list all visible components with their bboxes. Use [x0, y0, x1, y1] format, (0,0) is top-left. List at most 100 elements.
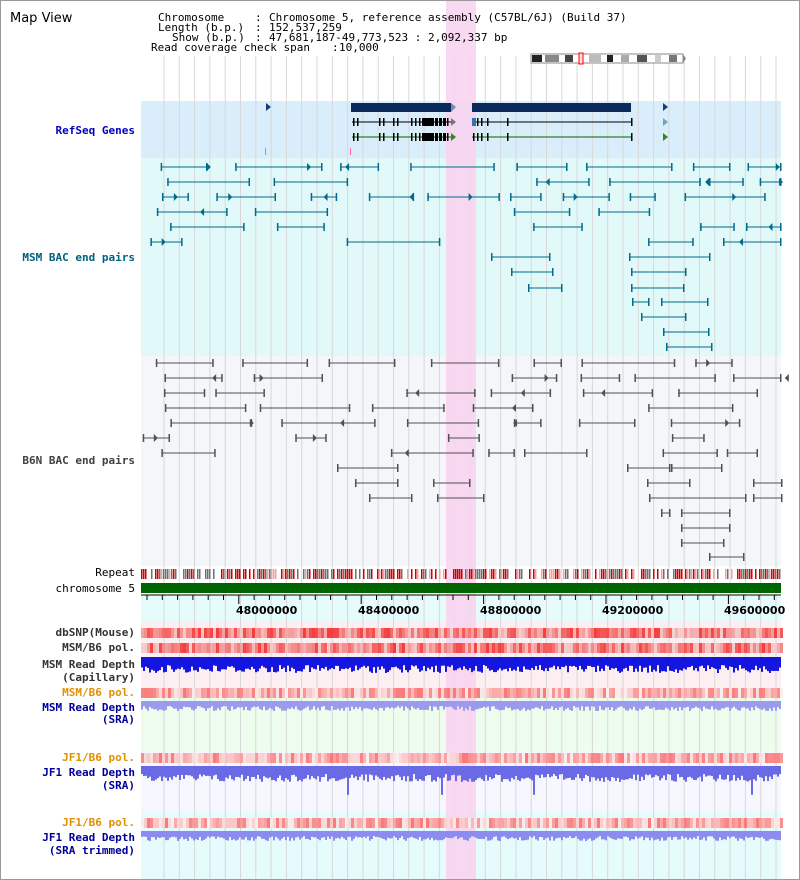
msm-pol-density: [480, 643, 483, 653]
track-label-dbsnp[interactable]: dbSNP(Mouse): [55, 626, 135, 639]
dbsnp-density: [189, 628, 192, 638]
msm-bac-pairs-track[interactable]: [1, 1, 799, 361]
jf1-sra-depth: [241, 766, 243, 775]
msm-sra-depth: [765, 701, 767, 711]
bac-end-mark: [729, 524, 731, 532]
track-label-jf1-b6-pol-2[interactable]: JF1/B6 pol.: [62, 816, 135, 829]
dbsnp-density: [363, 628, 366, 638]
msm-sra-depth: [245, 701, 247, 707]
track-label-msm-depth-sra[interactable]: MSM Read Depth: [42, 701, 135, 714]
jf1-trim-depth: [743, 831, 745, 841]
msm-capillary-depth: [261, 657, 263, 666]
jf1-pol-density: [678, 753, 681, 763]
msm-pol-density: [375, 643, 378, 653]
chromosome-ideogram[interactable]: [529, 52, 687, 66]
jf1-sra-depth: [173, 766, 175, 777]
track-label-jf1-b6-pol[interactable]: JF1/B6 pol.: [62, 751, 135, 764]
msm-capillary-depth: [667, 657, 669, 667]
msm-sra-pol-density: [396, 688, 399, 698]
bac-end-mark: [477, 419, 480, 427]
msm-pol-density: [675, 643, 678, 653]
jf1-pol-density: [240, 753, 243, 763]
b6n-bac-pairs-track[interactable]: [1, 1, 799, 571]
track-label-refseq[interactable]: RefSeq Genes: [55, 124, 135, 137]
msm-sra-depth: [461, 701, 463, 707]
msm-sra-depth: [153, 701, 155, 710]
msm-capillary-depth: [409, 657, 411, 671]
dbsnp-density: [300, 628, 303, 638]
track-label-chromosome[interactable]: chromosome 5: [55, 582, 135, 595]
track-label-msm-b6-pol-sra[interactable]: MSM/B6 pol.: [62, 686, 135, 699]
jf1-sra-depth: [379, 766, 381, 779]
gene-block: [351, 103, 451, 112]
track-label-jf1-depth[interactable]: JF1 Read Depth: [42, 766, 135, 779]
track-label-msm-bac[interactable]: MSM BAC end pairs: [22, 251, 135, 264]
gene-block: [472, 103, 631, 112]
jf1-trim-depth: [143, 831, 145, 837]
repeat-mark: [159, 569, 161, 579]
msm-capillary-depth: [545, 657, 547, 669]
track-label-b6n-bac[interactable]: B6N BAC end pairs: [22, 454, 135, 467]
dbsnp-density: [477, 628, 480, 638]
repeat-mark: [381, 569, 383, 579]
exon-mark: [425, 133, 428, 141]
msm-sra-depth: [511, 701, 513, 711]
dbsnp-density: [201, 628, 204, 638]
msm-sra-pol-density: [216, 688, 219, 698]
jf1-trim-pol-density: [327, 818, 330, 828]
jf1-pol-density: [768, 753, 771, 763]
jf1-trim-depth: [609, 831, 611, 838]
repeat-mark: [679, 569, 681, 579]
jf1-sra-depth: [601, 766, 603, 778]
refseq-genes-track[interactable]: [1, 1, 799, 161]
msm-sra-pol-density: [141, 688, 144, 698]
msm-sra-depth: [551, 701, 553, 707]
jf1-trim-depth: [643, 831, 645, 841]
jf1-sra-depth: [747, 766, 749, 782]
dbsnp-density: [705, 628, 708, 638]
jf1-trim-pol-density: [294, 818, 297, 828]
msm-sra-pol-density: [321, 688, 324, 698]
jf1-pol-density: [147, 753, 150, 763]
bac-arrow: [573, 193, 578, 201]
bac-end-mark: [142, 434, 145, 442]
msm-sra-pol-density: [195, 688, 198, 698]
jf1-sra-depth: [559, 766, 561, 775]
msm-capillary-depth: [551, 657, 553, 668]
msm-capillary-depth: [533, 657, 535, 670]
bac-end-mark: [443, 404, 445, 412]
track-label-repeat[interactable]: Repeat: [95, 566, 135, 579]
msm-pol-density: [354, 643, 357, 653]
exon-mark: [477, 118, 479, 126]
jf1-trim-depth: [733, 831, 735, 837]
jf1-trim-depth: [329, 831, 331, 839]
track-label-msm-depth-capillary[interactable]: MSM Read Depth: [42, 658, 135, 671]
msm-sra-pol-density: [201, 688, 204, 698]
repeat-mark: [489, 569, 491, 579]
axis-tick-label: 49600000: [724, 604, 786, 617]
msm-capillary-depth: [547, 657, 549, 672]
track-label-jf1-depth-trimmed[interactable]: JF1 Read Depth: [42, 831, 135, 844]
repeat-mark: [477, 569, 479, 579]
repeat-mark: [253, 569, 255, 579]
jf1-pol-density: [645, 753, 648, 763]
dbsnp-density: [417, 628, 420, 638]
jf1-trim-pol-density: [609, 818, 612, 828]
highlight-region[interactable]: [446, 1, 476, 879]
msm-pol-density: [312, 643, 315, 653]
dbsnp-density: [291, 628, 294, 638]
jf1-sra-depth: [433, 766, 435, 780]
dbsnp-density: [624, 628, 627, 638]
jf1-trim-pol-density: [549, 818, 552, 828]
track-label-msm-b6-pol[interactable]: MSM/B6 pol.: [62, 641, 135, 654]
repeat-mark: [521, 569, 523, 579]
jf1-trim-pol-density: [279, 818, 282, 828]
msm-sra-pol-density: [489, 688, 492, 698]
bac-end-mark: [410, 163, 412, 171]
msm-sra-pol-density: [591, 688, 594, 698]
jf1-trim-pol-density: [480, 818, 483, 828]
repeat-mark: [739, 569, 741, 579]
jf1-pol-density: [141, 753, 144, 763]
dbsnp-density: [669, 628, 672, 638]
jf1-pol-density: [159, 753, 162, 763]
